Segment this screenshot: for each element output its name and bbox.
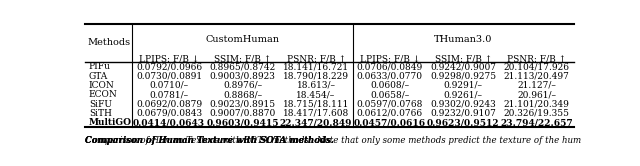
Text: PIFu: PIFu: [89, 62, 111, 71]
Text: THuman3.0: THuman3.0: [434, 35, 492, 44]
Text: 21.113/20.497: 21.113/20.497: [504, 72, 570, 81]
Text: ECON: ECON: [89, 90, 118, 99]
Text: LPIPS: F/B ↓: LPIPS: F/B ↓: [360, 54, 420, 63]
Text: 0.9003/0.8923: 0.9003/0.8923: [209, 72, 275, 81]
Text: Methods: Methods: [87, 38, 130, 47]
Text: 0.0792/0.0966: 0.0792/0.0966: [136, 62, 202, 71]
Text: 0.9261/–: 0.9261/–: [444, 90, 483, 99]
Text: 0.0692/0.0879: 0.0692/0.0879: [136, 99, 202, 109]
Text: 0.8976/–: 0.8976/–: [223, 81, 262, 90]
Text: SSIM: F/B ↑: SSIM: F/B ↑: [435, 54, 492, 63]
Text: 18.715/18.111: 18.715/18.111: [283, 99, 349, 109]
Text: 21.127/–: 21.127/–: [517, 81, 556, 90]
Text: 0.9623/0.9512: 0.9623/0.9512: [427, 118, 499, 127]
Text: 0.8965/0.8742: 0.8965/0.8742: [209, 62, 276, 71]
Text: 20.326/19.355: 20.326/19.355: [504, 109, 570, 118]
Text: 23.794/22.657: 23.794/22.657: [500, 118, 573, 127]
Text: 0.0414/0.0643: 0.0414/0.0643: [133, 118, 205, 127]
Text: 0.9302/0.9243: 0.9302/0.9243: [430, 99, 496, 109]
Text: 0.0679/0.0843: 0.0679/0.0843: [136, 109, 202, 118]
Text: 0.9007/0.8870: 0.9007/0.8870: [209, 109, 276, 118]
Text: 0.9232/0.9107: 0.9232/0.9107: [430, 109, 496, 118]
Text: 22.347/20.849: 22.347/20.849: [280, 118, 352, 127]
Text: CustomHuman: CustomHuman: [205, 35, 280, 44]
Text: 20.961/–: 20.961/–: [517, 90, 556, 99]
Text: PSNR: F/B ↑: PSNR: F/B ↑: [287, 54, 346, 63]
Text: 0.0781/–: 0.0781/–: [149, 90, 189, 99]
Text: Comparison of Human Texture with SOTA methods.  Note that only some methods pred: Comparison of Human Texture with SOTA me…: [85, 136, 581, 145]
Text: MultiGO: MultiGO: [89, 118, 132, 127]
Text: Comparison of Human Texture with SOTA methods.: Comparison of Human Texture with SOTA me…: [85, 136, 334, 145]
Text: 0.0633/0.0770: 0.0633/0.0770: [356, 72, 422, 81]
Text: ICON: ICON: [89, 81, 115, 90]
Text: SiFU: SiFU: [89, 99, 112, 109]
Text: 0.9603/0.9415: 0.9603/0.9415: [206, 118, 279, 127]
Text: 18.790/18.229: 18.790/18.229: [283, 72, 349, 81]
Text: SiTH: SiTH: [89, 109, 112, 118]
Text: LPIPS: F/B ↓: LPIPS: F/B ↓: [139, 54, 199, 63]
Text: 0.0457/0.0616: 0.0457/0.0616: [353, 118, 426, 127]
Text: 0.9298/0.9275: 0.9298/0.9275: [430, 72, 496, 81]
Text: 0.0710/–: 0.0710/–: [149, 81, 189, 90]
Text: 0.0608/–: 0.0608/–: [370, 81, 409, 90]
Text: SSIM: F/B ↑: SSIM: F/B ↑: [214, 54, 271, 63]
Text: 0.0612/0.0766: 0.0612/0.0766: [356, 109, 422, 118]
Text: 18.454/–: 18.454/–: [296, 90, 336, 99]
Text: Comparison of Human Texture with SOTA methods.: Comparison of Human Texture with SOTA me…: [85, 136, 334, 145]
Text: 18.613/–: 18.613/–: [296, 81, 335, 90]
Text: 0.0658/–: 0.0658/–: [370, 90, 409, 99]
Text: 0.9023/0.8915: 0.9023/0.8915: [209, 99, 276, 109]
Text: 0.9242/0.9007: 0.9242/0.9007: [430, 62, 496, 71]
Text: 0.0706/0.0849: 0.0706/0.0849: [356, 62, 423, 71]
Text: 0.0597/0.0768: 0.0597/0.0768: [356, 99, 423, 109]
Text: 20.104/17.926: 20.104/17.926: [504, 62, 570, 71]
Text: 18.417/17.608: 18.417/17.608: [283, 109, 349, 118]
Text: 0.8868/–: 0.8868/–: [223, 90, 262, 99]
Text: 0.9291/–: 0.9291/–: [444, 81, 483, 90]
Text: 0.0730/0.0891: 0.0730/0.0891: [136, 72, 202, 81]
Text: GTA: GTA: [89, 72, 108, 81]
Text: PSNR: F/B ↑: PSNR: F/B ↑: [507, 54, 566, 63]
Text: 21.101/20.349: 21.101/20.349: [504, 99, 570, 109]
Text: 18.141/16.721: 18.141/16.721: [283, 62, 349, 71]
